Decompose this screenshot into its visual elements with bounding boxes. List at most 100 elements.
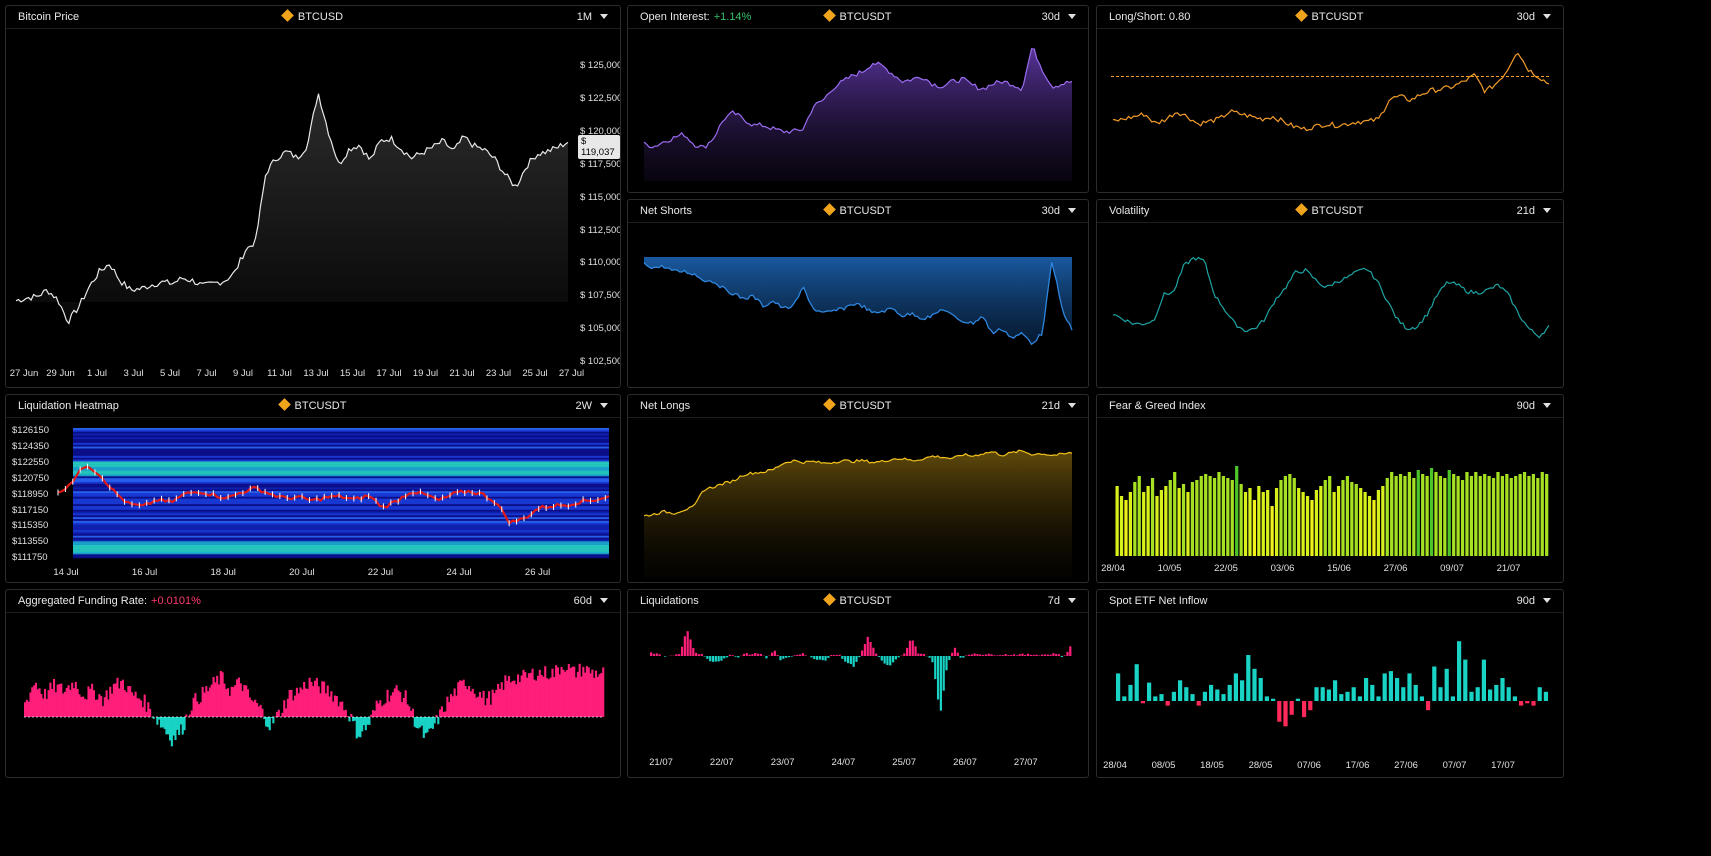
funding-bar — [230, 686, 233, 717]
funding-bar — [40, 693, 43, 717]
funding-bar — [140, 700, 143, 717]
shorts-fill — [644, 257, 1072, 345]
longs-line — [643, 449, 1073, 517]
liquidation-bar — [917, 653, 920, 656]
heatmap-band — [73, 541, 609, 544]
heatmap-band — [73, 524, 609, 527]
tick-label: $ 110,000 — [580, 257, 621, 269]
fg-bar — [1376, 490, 1381, 556]
liquidation-bar — [886, 656, 889, 666]
tick-label: 9 Jul — [232, 368, 254, 379]
chart-area: $ 125,000 $ 122,500 $ 120,000 $ 117,500 $ 11… — [6, 29, 620, 387]
liquidation-bar — [815, 656, 819, 660]
period-label: 2W — [575, 400, 593, 412]
fg-bar — [1159, 490, 1164, 556]
panel-header: Net Longs BTCUSDT 21d — [628, 395, 1088, 418]
tick-label: 08/05 — [1151, 760, 1176, 771]
funding-bar — [78, 694, 81, 717]
period-selector[interactable]: 30d — [1042, 205, 1076, 217]
funding-bar — [442, 711, 445, 717]
period-selector[interactable]: 60d — [574, 595, 608, 607]
etf-inflow-chart — [1116, 641, 1548, 727]
fg-bar — [1270, 506, 1274, 556]
funding-bar — [314, 680, 317, 717]
liquidation-bar — [979, 654, 982, 656]
fg-bar — [1150, 478, 1155, 556]
etf-bar — [1289, 701, 1294, 715]
funding-bar — [72, 688, 76, 717]
etf-bar — [1531, 701, 1536, 706]
liquidation-bar — [683, 636, 686, 656]
chevron-down-icon — [1543, 208, 1551, 213]
funding-bar — [518, 682, 521, 717]
period-selector[interactable]: 30d — [1042, 11, 1076, 23]
liquidation-bar — [872, 647, 875, 656]
period-selector[interactable]: 90d — [1517, 400, 1551, 412]
fg-bar — [1274, 488, 1279, 556]
funding-bar — [333, 695, 337, 717]
etf-bar — [1376, 696, 1381, 701]
funding-bar — [511, 681, 514, 717]
funding-bar — [433, 717, 436, 724]
liquidation-bar — [1007, 655, 1010, 656]
liquidation-bar — [866, 636, 869, 656]
funding-bar — [437, 717, 440, 725]
symbol-label: BTCUSDT — [839, 205, 892, 217]
funding-bar — [573, 666, 576, 717]
funding-bar — [228, 695, 231, 717]
bitcoin-coin-icon — [277, 398, 291, 411]
funding-bar — [42, 698, 45, 717]
chevron-down-icon — [600, 403, 608, 408]
panel-liquidations: Liquidations BTCUSDT 7d 21/07 22/07 23/07 2… — [627, 589, 1089, 778]
funding-bar — [58, 684, 61, 717]
heatmap-band — [73, 493, 609, 496]
tick-label: 3 Jul — [123, 368, 144, 379]
tick-label: $118950 — [12, 488, 49, 500]
period-selector[interactable]: 30d — [1517, 11, 1551, 23]
funding-bar — [159, 717, 163, 728]
period-selector[interactable]: 21d — [1042, 400, 1076, 412]
tick-label: 13 Jul — [303, 368, 329, 379]
fg-bar — [1248, 488, 1252, 556]
funding-rate-chart — [24, 663, 605, 747]
etf-bar — [1413, 684, 1418, 701]
liquidation-bar — [1029, 654, 1033, 656]
period-selector[interactable]: 7d — [1048, 595, 1076, 607]
tick-label: 22/07 — [709, 757, 734, 768]
funding-bar — [107, 699, 110, 717]
panel-header: Open Interest: +1.14% BTCUSDT 30d — [628, 6, 1088, 29]
etf-bar — [1246, 655, 1251, 701]
period-selector[interactable]: 90d — [1517, 595, 1551, 607]
tick-label: 21/07 — [649, 757, 673, 768]
period-selector[interactable]: 21d — [1517, 205, 1551, 217]
volatility-chart — [1112, 256, 1550, 339]
fg-bar — [1235, 466, 1239, 556]
funding-bar — [185, 714, 188, 717]
liquidation-bar — [1043, 654, 1047, 656]
funding-bar — [422, 717, 425, 738]
heatmap-band — [73, 530, 609, 533]
fg-bar — [1394, 476, 1398, 556]
fg-bar — [1491, 478, 1496, 556]
period-selector[interactable]: 1M — [577, 11, 608, 23]
funding-bar — [143, 694, 146, 717]
period-label: 1M — [576, 11, 592, 23]
tick-label: 09/07 — [1440, 563, 1464, 574]
funding-bar — [502, 689, 505, 717]
period-selector[interactable]: 2W — [575, 400, 608, 412]
funding-bar — [94, 699, 97, 717]
funding-bar — [439, 709, 442, 717]
etf-bar — [1519, 701, 1524, 706]
fg-bar — [1336, 486, 1341, 556]
funding-bar — [285, 708, 288, 717]
liquidation-bar — [897, 656, 900, 658]
heatmap-band — [73, 485, 609, 488]
heatmap-band — [73, 535, 609, 538]
etf-bar — [1432, 666, 1437, 701]
tick-label: $ 122,500 — [580, 92, 621, 104]
change-value: +1.14% — [713, 11, 752, 23]
funding-bar — [91, 683, 94, 717]
tick-label: $ 115,000 — [580, 191, 621, 203]
etf-bar — [1233, 673, 1238, 701]
fg-bar — [1527, 476, 1531, 556]
